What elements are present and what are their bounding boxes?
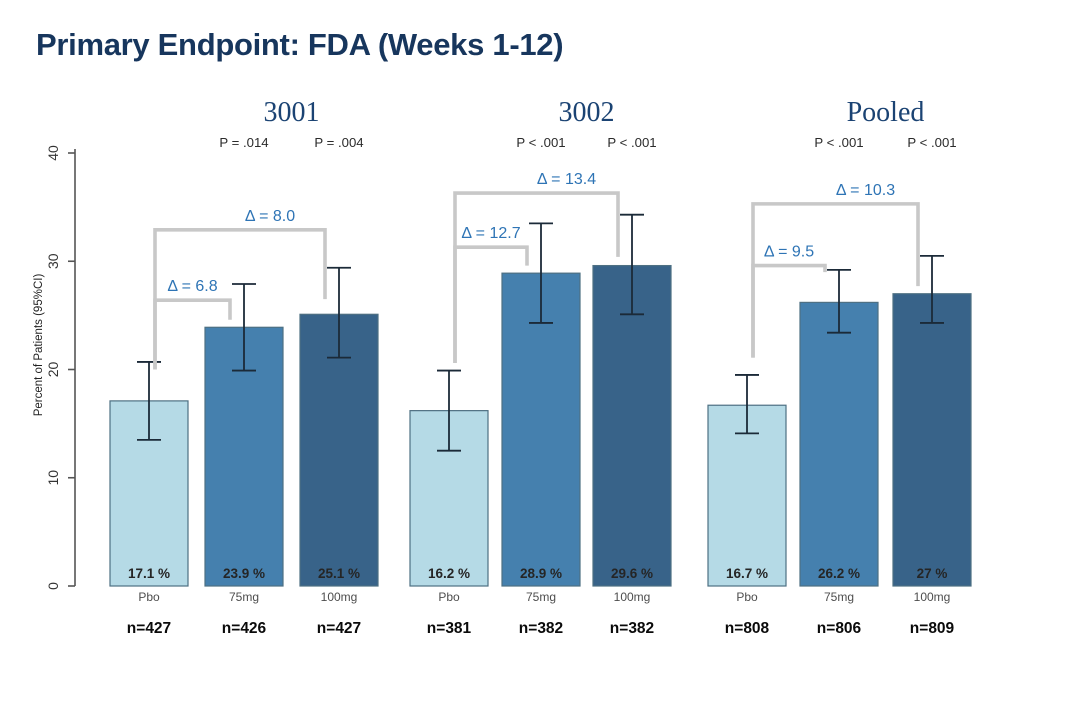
p-value-label: P = .004 (314, 135, 363, 150)
delta-bracket (751, 202, 920, 358)
dose-label: Pbo (138, 590, 160, 604)
dose-label: 75mg (824, 590, 854, 604)
bar-value-label: 16.2 % (428, 566, 470, 581)
bar-value-label: 17.1 % (128, 566, 170, 581)
n-label: n=382 (519, 620, 563, 637)
p-value-label: P < .001 (907, 135, 956, 150)
bar-75mg (799, 301, 879, 587)
group-header: 3001 (264, 97, 320, 128)
bar-100mg (299, 313, 379, 587)
dose-label: 100mg (914, 590, 951, 604)
dose-label: 75mg (229, 590, 259, 604)
p-value-label: P < .001 (814, 135, 863, 150)
dose-label: Pbo (438, 590, 460, 604)
p-value-label: P < .001 (607, 135, 656, 150)
y-axis-tick-label: 10 (45, 470, 61, 486)
delta-label: Δ = 9.5 (764, 244, 814, 261)
delta-label: Δ = 8.0 (245, 208, 295, 225)
group-header: 3002 (559, 97, 615, 128)
y-axis-tick-label: 30 (45, 253, 61, 269)
n-label: n=806 (817, 620, 862, 637)
slide-title: Primary Endpoint: FDA (Weeks 1-12) (36, 27, 564, 62)
delta-label: Δ = 12.7 (461, 225, 520, 242)
bar-value-label: 23.9 % (223, 566, 265, 581)
bar-value-label: 16.7 % (726, 566, 768, 581)
bar-value-label: 26.2 % (818, 566, 860, 581)
delta-bracket (153, 228, 327, 370)
dose-label: 100mg (321, 590, 358, 604)
group-header: Pooled (847, 97, 925, 128)
bar-value-label: 28.9 % (520, 566, 562, 581)
p-value-label: P = .014 (219, 135, 268, 150)
n-label: n=809 (910, 620, 955, 637)
y-axis-tick-label: 0 (45, 582, 61, 590)
delta-label: Δ = 10.3 (836, 182, 895, 199)
n-label: n=808 (725, 620, 770, 637)
bar-100mg (592, 264, 672, 587)
bar-75mg (501, 272, 581, 587)
y-axis-tick-label: 40 (45, 145, 61, 161)
delta-label: Δ = 6.8 (167, 278, 217, 295)
n-label: n=381 (427, 620, 472, 637)
bar-100mg (892, 293, 972, 587)
y-axis-tick-label: 20 (45, 362, 61, 378)
bar-value-label: 27 % (917, 566, 948, 581)
bar-value-label: 25.1 % (318, 566, 360, 581)
dose-label: 75mg (526, 590, 556, 604)
dose-label: 100mg (614, 590, 651, 604)
n-label: n=427 (127, 620, 171, 637)
y-axis-title: Percent of Patients (95%CI) (33, 274, 45, 417)
n-label: n=382 (610, 620, 654, 637)
bar-pbo (707, 404, 787, 587)
delta-bracket (453, 191, 620, 364)
bar-pbo (409, 410, 489, 587)
n-label: n=427 (317, 620, 361, 637)
bar-value-label: 29.6 % (611, 566, 653, 581)
delta-label: Δ = 13.4 (537, 171, 596, 188)
p-value-label: P < .001 (516, 135, 565, 150)
n-label: n=426 (222, 620, 267, 637)
dose-label: Pbo (736, 590, 758, 604)
